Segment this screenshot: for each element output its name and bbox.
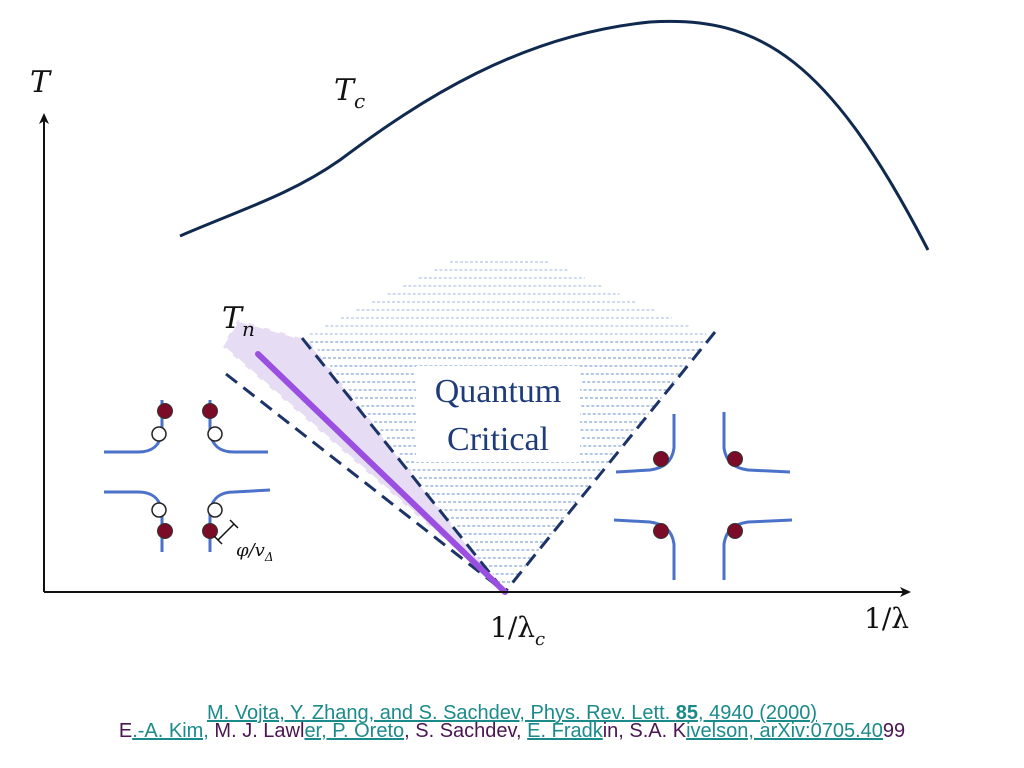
svg-text:Tn: Tn [222,301,255,341]
reference-kim[interactable]: E.-A. Kim, M. J. Lawler, P. Oreto, S. Sa… [0,720,1024,743]
qc-label-background [416,366,580,462]
reference-vojta[interactable]: M. Vojta, Y. Zhang, and S. Sachdev, Phys… [0,702,1024,725]
right-fermi-surface [613,412,793,580]
x-axis-label: 1/λ [864,602,909,635]
svg-text:φ/vΔ: φ/vΔ [236,540,274,564]
ref2-part9: 99 [882,720,906,742]
tn-line [255,351,508,595]
phi-label: φ/vΔ [236,540,274,564]
svg-text:Tc: Tc [334,73,365,113]
left-pockets-dots [151,403,223,539]
reference-vojta-link[interactable]: M. Vojta, Y. Zhang, and S. Sachdev, Phys… [206,702,818,724]
ref2-part7: in, S.A. K [602,720,687,742]
qc-label-line1: Quantum [435,373,562,410]
tc-label: Tc [334,73,365,113]
tn-lower-boundary [225,372,506,594]
right-pockets-dots [653,451,743,539]
svg-text:1/λ: 1/λ [864,602,909,635]
ref2-link-kim[interactable]: .-A. Kim, [132,720,209,742]
critical-point-label: 1/λc [490,611,545,650]
phi-arrow [213,519,239,545]
qc-left-boundary [300,337,507,593]
left-fermi-surface [104,400,271,552]
ref2-link-oreto[interactable]: er, P. Oreto [304,720,405,742]
ref2-link-arxiv[interactable]: ivelson, arXiv:0705.40 [686,720,883,742]
tn-label: Tn [222,301,255,341]
y-axis-label: T [30,65,52,100]
qc-label-line2: Critical [447,421,549,458]
ref2-part1: E [118,720,133,742]
ref2-part3: M. J. Lawl [208,720,305,742]
ref2-part5: , S. Sachdev, [404,720,528,742]
tc-curve [179,19,930,251]
qc-right-boundary [503,331,717,593]
ref2-link-fradkin[interactable]: E. Fradk [527,720,603,742]
svg-text:1/λc: 1/λc [490,611,545,650]
